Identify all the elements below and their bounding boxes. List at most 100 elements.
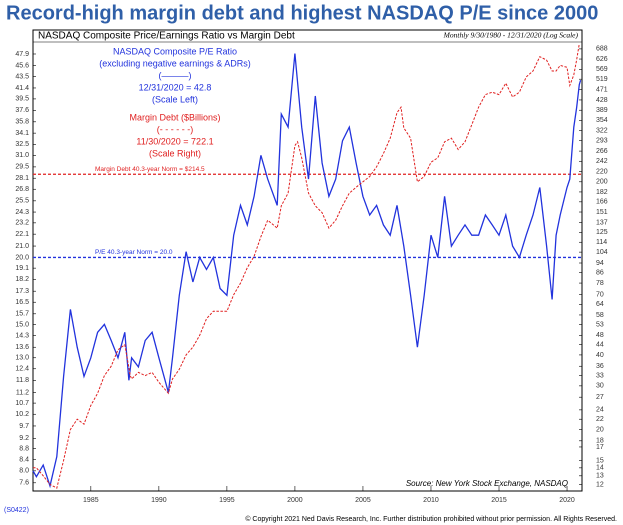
y-tick-label: 8.4 [19,456,29,463]
annotation: (Scale Left) [152,94,198,104]
y-tick-label: 20.0 [15,254,29,261]
reference-label: P/E 40.3-year Norm = 20.0 [95,249,173,256]
y2-tick-label: 151 [596,209,608,216]
y-tick-label: 35.8 [15,119,29,126]
series-line [33,43,580,489]
y2-tick-label: 322 [596,127,608,134]
series-line [32,53,582,489]
y-tick-label: 18.2 [15,276,29,283]
y-tick-label: 25.5 [15,198,29,205]
y-tick-label: 19.1 [15,265,29,272]
y2-tick-label: 569 [596,66,608,73]
y2-tick-label: 40 [596,352,604,359]
y-tick-label: 17.3 [15,288,29,295]
y2-tick-label: 220 [596,168,608,175]
y2-tick-label: 104 [596,249,608,256]
y-tick-label: 10.7 [15,400,29,407]
y-tick-label: 43.5 [15,73,29,80]
x-tick-label: 2020 [559,497,575,504]
annotation: (- - - - - -) [157,124,193,134]
x-tick-label: 2000 [287,497,303,504]
copyright: © Copyright 2021 Ned Davis Research, Inc… [245,515,617,523]
y2-tick-label: 22 [596,416,604,423]
y-tick-label: 11.2 [16,389,29,396]
y-tick-label: 8.0 [19,468,29,475]
x-tick-label: 1995 [219,497,235,504]
annotation: 11/30/2020 = 722.1 [136,136,213,146]
y2-tick-label: 428 [596,97,608,104]
annotation: NASDAQ Composite P/E Ratio [113,46,237,56]
y2-tick-label: 30 [596,383,604,390]
y2-tick-label: 18 [596,438,604,445]
y2-tick-label: 293 [596,138,608,145]
y-tick-label: 9.2 [19,435,29,442]
y2-tick-label: 58 [596,312,604,319]
y-tick-label: 12.4 [15,366,29,373]
y-tick-label: 31.0 [15,152,29,159]
y2-tick-label: 27 [596,394,604,401]
y-tick-label: 10.2 [15,411,29,418]
y2-tick-label: 389 [596,107,608,114]
y-tick-label: 28.1 [15,175,29,182]
y2-tick-label: 266 [596,148,608,155]
annotation: Margin Debt ($Billions) [129,112,220,122]
y2-tick-label: 114 [596,239,607,246]
y2-tick-label: 64 [596,301,604,308]
y2-tick-label: 13 [596,473,604,480]
annotation: (excluding negative earnings & ADRs) [99,58,251,68]
y-tick-label: 45.6 [15,62,29,69]
y-tick-label: 21.0 [15,243,29,250]
y2-tick-label: 17 [596,444,604,451]
y-tick-label: 34.1 [15,130,29,137]
y2-tick-label: 94 [596,260,604,267]
y2-tick-label: 12 [596,481,604,488]
y-tick-label: 32.5 [15,141,29,148]
annotation: (———) [159,70,192,80]
y2-tick-label: 626 [596,56,608,63]
y2-tick-label: 519 [596,76,608,83]
y2-tick-label: 354 [596,117,608,124]
y-tick-label: 7.6 [19,480,29,487]
y-tick-label: 39.5 [15,96,29,103]
period-note: Monthly 9/30/1980 - 12/31/2020 (Log Scal… [443,31,579,40]
x-tick-label: 2005 [355,497,371,504]
chart-subtitle: NASDAQ Composite Price/Earnings Ratio vs… [38,31,295,42]
y2-tick-label: 15 [596,457,604,464]
y-tick-label: 13.6 [15,344,29,351]
y2-tick-label: 78 [596,280,604,287]
y2-tick-label: 24 [596,407,604,414]
chart-code: (S0422) [4,507,29,514]
y-tick-label: 15.7 [15,311,29,318]
y-tick-label: 26.8 [15,186,29,193]
y2-tick-label: 137 [596,219,608,226]
y2-tick-label: 125 [596,229,608,236]
y2-tick-label: 53 [596,321,604,328]
y-tick-label: 9.7 [19,423,29,430]
y2-tick-label: 14 [596,465,604,472]
y-tick-label: 41.4 [15,85,29,92]
y2-tick-label: 166 [596,199,608,206]
plot-frame [32,29,583,492]
chart-title: Record-high margin debt and highest NASD… [6,2,598,24]
y2-tick-label: 48 [596,332,604,339]
x-tick-label: 1985 [83,497,99,504]
y-tick-label: 47.9 [15,51,29,58]
y2-tick-label: 36 [596,363,604,370]
x-tick-label: 1990 [151,497,167,504]
reference-label: Margin Debt 40.3-year Norm = $214.5 [95,166,205,173]
x-tick-label: 2015 [491,497,507,504]
source: Source: New York Stock Exchange, NASDAQ [406,479,568,488]
y2-tick-label: 70 [596,292,604,299]
y2-tick-label: 242 [596,158,608,165]
y2-tick-label: 33 [596,372,604,379]
y-tick-label: 37.6 [15,107,29,114]
y2-tick-label: 182 [596,189,608,196]
y2-tick-label: 688 [596,46,608,53]
y-tick-label: 29.5 [15,164,29,171]
y-tick-label: 13.0 [15,355,29,362]
y2-tick-label: 86 [596,269,604,276]
y2-tick-label: 20 [596,426,604,433]
x-tick-label: 2010 [423,497,439,504]
y-tick-label: 8.8 [19,445,29,452]
y-tick-label: 22.1 [15,231,29,238]
